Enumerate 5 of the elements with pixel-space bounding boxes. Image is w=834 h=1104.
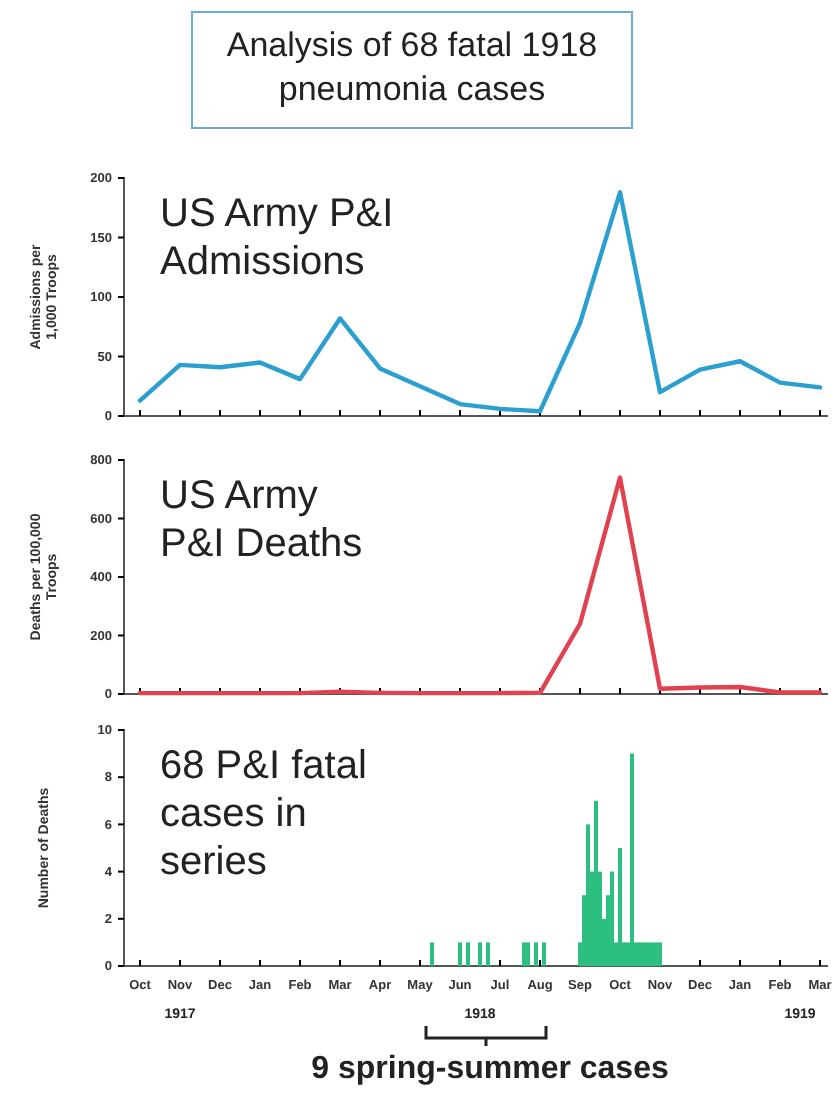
chart-title: Analysis of 68 fatal 1918 pneumonia cases (226, 26, 598, 108)
text: US Army P&I Deaths (160, 474, 363, 566)
text: US Army P&I Admissions (160, 192, 394, 284)
text: 9 spring-summer cases (311, 1052, 669, 1086)
text: 68 P&I fatal cases in series (160, 744, 367, 884)
